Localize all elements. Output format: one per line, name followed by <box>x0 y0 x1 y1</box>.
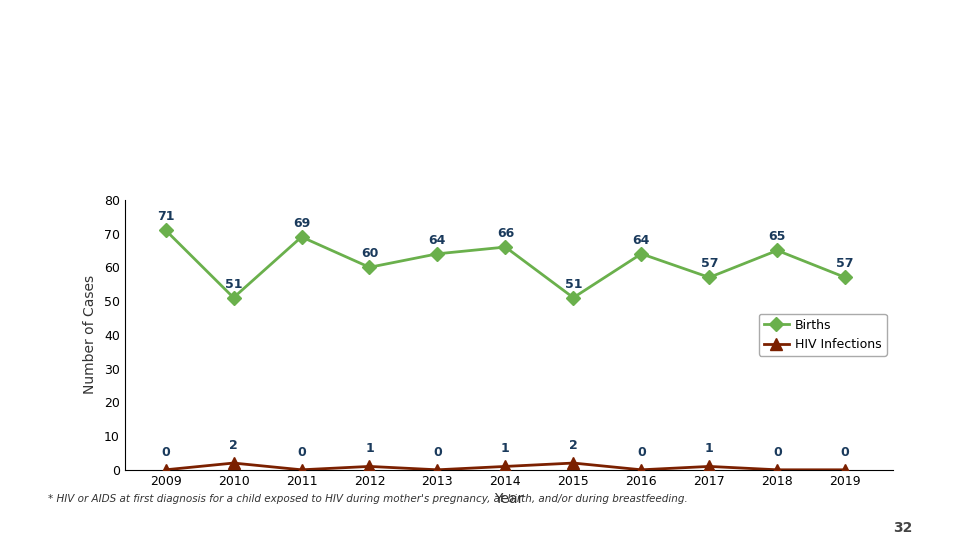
HIV Infections <box>636 467 647 473</box>
Line: Births: Births <box>160 225 851 302</box>
Text: 64: 64 <box>429 234 446 247</box>
Text: 32: 32 <box>893 521 912 535</box>
HIV Infections <box>704 463 715 470</box>
Text: 51: 51 <box>225 278 242 291</box>
X-axis label: Year: Year <box>494 492 523 506</box>
Births <box>159 227 171 233</box>
Text: 51: 51 <box>564 278 582 291</box>
Births <box>228 294 239 301</box>
Births <box>839 274 851 281</box>
HIV Infections <box>228 460 239 466</box>
HIV Infections <box>772 467 783 473</box>
HIV Infections <box>499 463 511 470</box>
Text: 2: 2 <box>569 439 578 452</box>
Text: 1: 1 <box>365 442 373 455</box>
Births <box>296 234 307 240</box>
Text: 71: 71 <box>156 210 175 223</box>
Text: 0: 0 <box>841 446 850 458</box>
Text: 1: 1 <box>501 442 510 455</box>
Text: 0: 0 <box>298 446 306 458</box>
Text: 0: 0 <box>433 446 442 458</box>
Text: 1: 1 <box>705 442 713 455</box>
Text: 57: 57 <box>836 258 854 271</box>
HIV Infections <box>567 460 579 466</box>
Line: HIV Infections: HIV Infections <box>160 457 851 475</box>
Text: 0: 0 <box>636 446 646 458</box>
Births <box>704 274 715 281</box>
Text: 57: 57 <box>701 258 718 271</box>
Text: Births to Pregnant Persons Living with HIV and Number of Perinatal
Acquired HIV : Births to Pregnant Persons Living with H… <box>53 63 907 110</box>
Text: 69: 69 <box>293 217 310 230</box>
Births <box>499 244 511 251</box>
Text: 64: 64 <box>633 234 650 247</box>
Y-axis label: Number of Cases: Number of Cases <box>83 275 97 394</box>
Births <box>364 264 375 271</box>
Legend: Births, HIV Infections: Births, HIV Infections <box>758 314 886 356</box>
HIV Infections <box>364 463 375 470</box>
Text: 0: 0 <box>773 446 781 458</box>
Births <box>567 294 579 301</box>
Births <box>772 247 783 254</box>
HIV Infections <box>432 467 444 473</box>
Births <box>636 251 647 257</box>
HIV Infections <box>839 467 851 473</box>
Text: 2: 2 <box>229 439 238 452</box>
Births <box>432 251 444 257</box>
HIV Infections <box>159 467 171 473</box>
Text: 65: 65 <box>769 231 786 244</box>
Text: 60: 60 <box>361 247 378 260</box>
Text: 0: 0 <box>161 446 170 458</box>
Text: * HIV or AIDS at first diagnosis for a child exposed to HIV during mother's preg: * HIV or AIDS at first diagnosis for a c… <box>48 494 687 504</box>
HIV Infections <box>296 467 307 473</box>
Text: 66: 66 <box>496 227 514 240</box>
